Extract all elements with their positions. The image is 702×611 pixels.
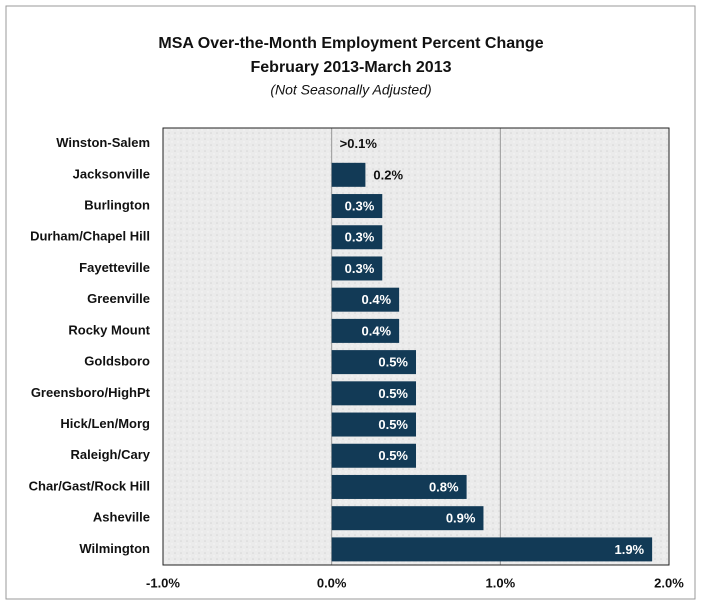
data-label: 0.4% (361, 292, 391, 307)
y-tick-label: Asheville (93, 510, 150, 525)
y-tick-label: Rocky Mount (68, 322, 150, 337)
data-label: 1.9% (614, 542, 644, 557)
bar (331, 225, 383, 250)
bar (331, 537, 653, 562)
bar (331, 194, 383, 219)
data-label: >0.1% (340, 136, 378, 151)
chart-note: (Not Seasonally Adjusted) (270, 82, 431, 98)
data-label: 0.4% (361, 323, 391, 338)
y-tick-label: Char/Gast/Rock Hill (29, 478, 150, 493)
plot-area (163, 128, 669, 565)
y-tick-label: Raleigh/Cary (71, 447, 151, 462)
y-tick-label: Jacksonville (73, 166, 150, 181)
bar (331, 443, 416, 468)
x-tick-label: 2.0% (654, 575, 684, 590)
y-tick-label: Wilmington (79, 541, 150, 556)
data-label: 0.2% (373, 167, 403, 182)
data-label: 0.5% (378, 355, 408, 370)
y-tick-label: Durham/Chapel Hill (30, 229, 150, 244)
y-tick-label: Winston-Salem (56, 135, 150, 150)
y-tick-label: Goldsboro (84, 354, 150, 369)
plot-border (162, 127, 670, 566)
data-label: 0.3% (345, 230, 375, 245)
data-label: 0.5% (378, 386, 408, 401)
x-tick-label: 1.0% (486, 575, 516, 590)
bar (331, 412, 416, 437)
chart-title: MSA Over-the-Month Employment Percent Ch… (158, 35, 543, 52)
data-label: 0.3% (345, 198, 375, 213)
bar (331, 381, 416, 406)
bar (331, 287, 400, 312)
y-tick-label: Greenville (87, 291, 150, 306)
data-label: 0.9% (446, 511, 476, 526)
x-tick-label: 0.0% (317, 575, 347, 590)
bar (331, 350, 416, 375)
y-tick-label: Fayetteville (79, 260, 150, 275)
bar (331, 318, 400, 343)
data-label: 0.8% (429, 479, 459, 494)
x-tick-label: -1.0% (146, 575, 180, 590)
data-label: 0.5% (378, 417, 408, 432)
y-tick-label: Greensboro/HighPt (31, 385, 151, 400)
data-label: 0.5% (378, 448, 408, 463)
y-tick-label: Burlington (84, 197, 150, 212)
data-label: 0.3% (345, 261, 375, 276)
bar (331, 474, 467, 499)
bar (331, 506, 484, 531)
bar (331, 256, 383, 281)
chart-subtitle: February 2013-March 2013 (251, 59, 452, 76)
y-tick-label: Hick/Len/Morg (60, 416, 150, 431)
bar (331, 162, 366, 187)
